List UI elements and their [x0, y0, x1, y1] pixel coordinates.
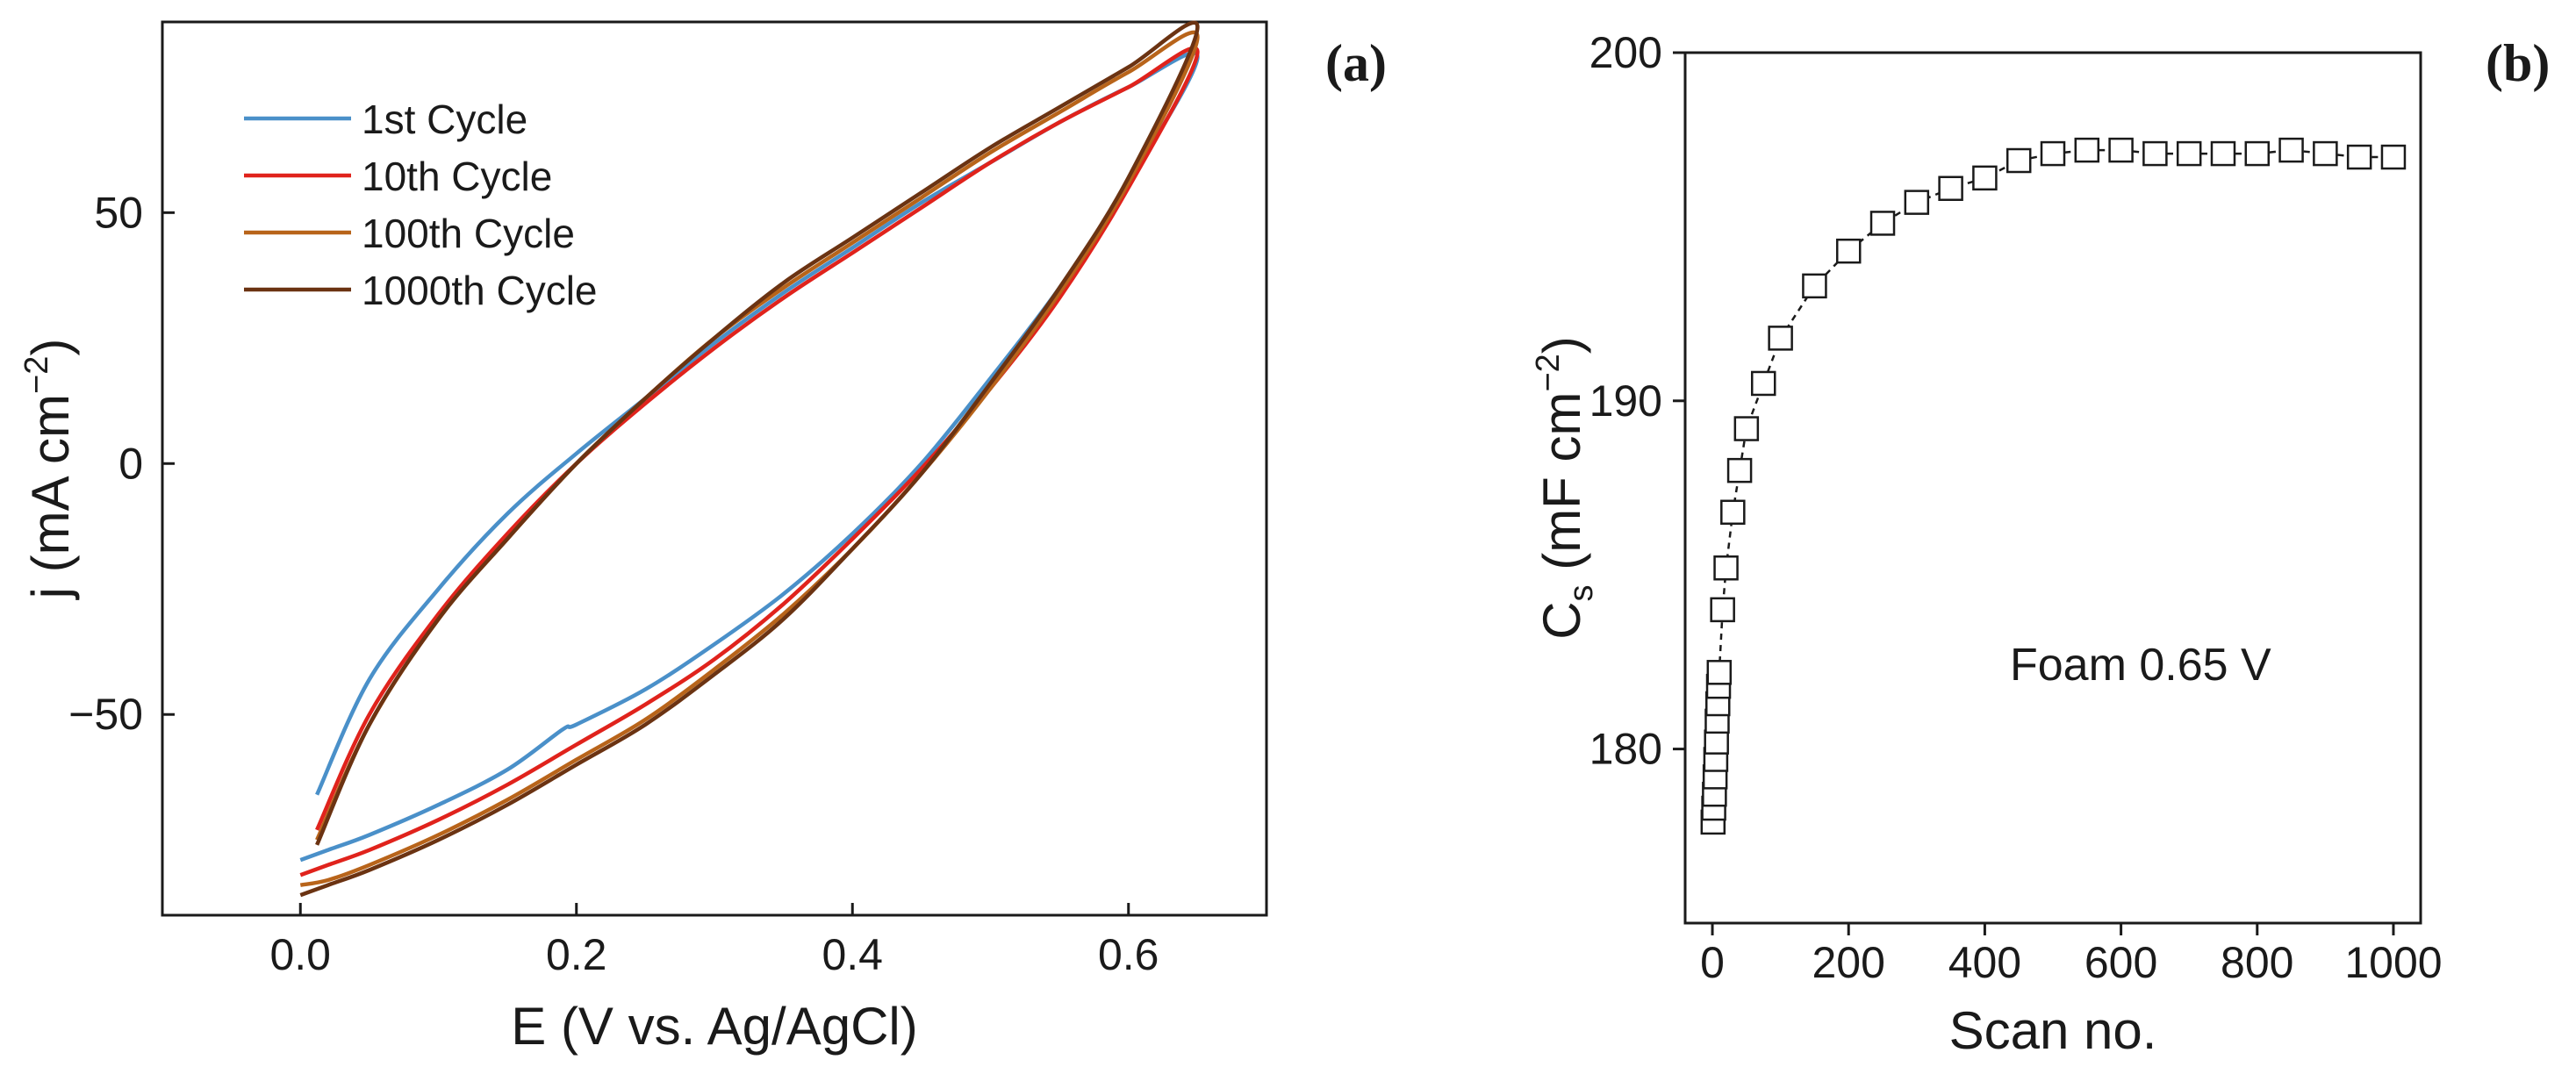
panel-a-legend-label: 1st Cycle — [362, 97, 527, 142]
panel-a-x-tick-label: 0.2 — [546, 930, 607, 979]
panel-b-data-point — [1713, 555, 1739, 581]
panel-b-data-point — [1720, 499, 1746, 526]
panel-a-y-tick-label: −50 — [68, 690, 143, 739]
panel-b-annotation: Foam 0.65 V — [2010, 640, 2271, 691]
panel-b-data-point — [1802, 273, 1827, 299]
panel-b-x-axis-label: Scan no. — [1949, 1001, 2157, 1060]
panel-a-label: (a) — [1325, 34, 1387, 92]
panel-b-y-tick-label: 180 — [1589, 725, 1662, 774]
panel-b-data-point — [1750, 370, 1776, 397]
panel-a-series-line — [299, 20, 1200, 898]
panel-b-plot-frame — [1683, 51, 2422, 925]
panel-a-y-tick-label: 50 — [94, 188, 143, 237]
panel-b-data-point — [1706, 660, 1733, 685]
panel-a-x-tick-label: 0.0 — [269, 930, 331, 979]
panel-b-data-point — [2142, 140, 2168, 167]
panel-b-data-point — [2108, 137, 2134, 163]
panel-b-label: (b) — [2486, 34, 2550, 92]
panel-b-y-axis-label: Cs (mF cm−2) — [1530, 336, 1600, 640]
panel-a-y-axis-label: j (mA cm−2) — [18, 339, 80, 601]
panel-b-data-point — [1972, 165, 1998, 191]
panel-b-y-tick-label: 200 — [1589, 28, 1662, 77]
panel-b-data-point — [2006, 147, 2032, 174]
panel-a-legend-label: 10th Cycle — [362, 154, 552, 199]
panel-a-ticks: 0.0 0.2 0.4 0.6 −50 0 50 — [68, 188, 1159, 979]
panel-a-x-axis-label: E (V vs. Ag/AgCl) — [511, 997, 917, 1056]
panel-a-legend-label: 1000th Cycle — [362, 268, 598, 313]
panel-b-data-point — [1904, 190, 1930, 215]
panel-b-x-tick-label: 1000 — [2344, 938, 2442, 987]
panel-b-data-point — [2210, 140, 2236, 167]
panel-b-data-point — [1938, 175, 1963, 202]
panel-b-ticks: 0 200 400 600 800 1000 180 190 200 — [1589, 28, 2443, 987]
panel-a-plot-frame — [161, 20, 1268, 917]
panel-b-x-tick-label: 0 — [1700, 938, 1725, 987]
panel-b-data-point — [1710, 597, 1735, 623]
panel-b-data-point — [1704, 729, 1729, 755]
panel-b-data-point — [2040, 140, 2066, 167]
panel-a-series — [299, 20, 1200, 898]
panel-a-x-tick-label: 0.4 — [822, 930, 883, 979]
panel-a-legend-label: 100th Cycle — [362, 211, 575, 256]
panel-b-data-point — [2346, 144, 2372, 170]
panel-b-data-point — [1726, 457, 1753, 483]
panel-a-cyclic-voltammetry: 0.0 0.2 0.4 0.6 −50 0 50 1st Cycle 10th Cycle 10… — [18, 20, 1387, 1056]
panel-b-x-tick-label: 200 — [1812, 938, 1885, 987]
panel-b-x-tick-label: 600 — [2084, 938, 2157, 987]
panel-b-data-point — [1768, 326, 1793, 351]
panel-b-connector-line — [1711, 148, 2393, 822]
panel-b-data-point — [2244, 140, 2271, 167]
panel-b-x-tick-label: 400 — [1948, 938, 2021, 987]
panel-b-data-point — [2278, 137, 2304, 163]
panel-a-legend: 1st Cycle 10th Cycle 100th Cycle 1000th Cyc… — [244, 97, 598, 313]
panel-b-data-point — [1733, 416, 1760, 441]
panel-a-x-tick-label: 0.6 — [1098, 930, 1159, 979]
panel-b-data-point — [2176, 140, 2202, 167]
panel-b-data-point — [2313, 140, 2338, 167]
panel-a-y-tick-label: 0 — [118, 439, 143, 488]
panel-b-y-tick-label: 190 — [1589, 376, 1662, 426]
panel-b-data-point — [1835, 238, 1862, 264]
panel-b-data-point — [2074, 137, 2100, 163]
panel-b-data-point — [2380, 144, 2407, 170]
panel-b-x-tick-label: 800 — [2221, 938, 2293, 987]
panel-b-capacitance-vs-scan: 0 200 400 600 800 1000 180 190 200 Foam 0.65 V S… — [1530, 28, 2550, 1060]
panel-b-markers — [1700, 137, 2407, 835]
panel-b-data-point — [1869, 211, 1896, 236]
